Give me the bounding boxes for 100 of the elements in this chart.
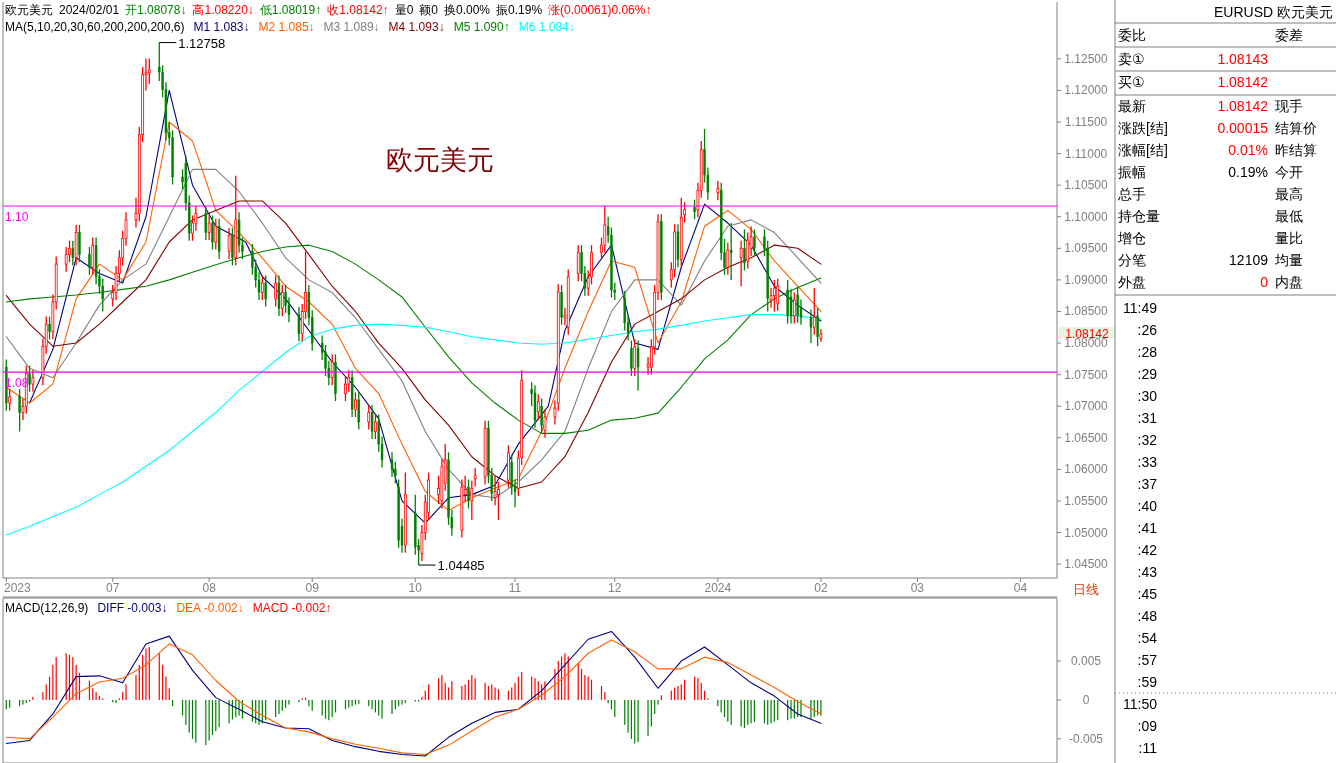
text: 增仓: [1117, 230, 1146, 246]
text: :43: [1137, 564, 1158, 580]
text: :57: [1137, 652, 1158, 668]
text: 现手: [1275, 98, 1303, 114]
x-tick-label: 12: [608, 581, 622, 595]
y-tick-label: 1.04500: [1064, 557, 1109, 572]
candlestick: [264, 274, 267, 308]
y-tick-label: 1.12500: [1064, 51, 1109, 66]
candlestick: [739, 240, 743, 287]
candlestick: [796, 286, 799, 324]
candlestick: [726, 241, 730, 276]
candlestick: [560, 284, 563, 326]
text: 最低: [1275, 208, 1303, 224]
text: 最新: [1118, 98, 1146, 114]
candlestick: [506, 444, 510, 489]
candlestick: [88, 246, 91, 276]
candlestick: [8, 388, 12, 412]
text: 0.00015: [1217, 120, 1269, 136]
candlestick: [274, 274, 278, 308]
text: :40: [1137, 498, 1158, 514]
y-tick-label: 1.11000: [1064, 146, 1108, 161]
x-tick-label: 09: [305, 581, 320, 595]
candlestick: [772, 279, 776, 313]
y-tick-label: 1.06000: [1064, 462, 1109, 477]
y-tick-label: 0.005: [1070, 654, 1102, 669]
candlestick: [776, 277, 780, 312]
y-tick-label: 1.10500: [1064, 178, 1109, 193]
candlestick: [576, 244, 580, 282]
text: :28: [1137, 344, 1158, 360]
y-tick-label: 1.09000: [1064, 272, 1109, 287]
x-tick-label: 2024: [704, 581, 732, 595]
candlestick: [260, 274, 264, 301]
text: M5 1.090↑: [453, 20, 510, 34]
candlestick: [280, 284, 284, 317]
candlestick: [812, 287, 816, 336]
text: 外盘: [1118, 274, 1146, 290]
y-tick-label: 1.12000: [1064, 83, 1109, 98]
candlestick: [467, 478, 470, 510]
candlestick: [729, 222, 733, 281]
text: 涨幅[结]: [1118, 142, 1168, 158]
text: 总手: [1117, 186, 1146, 202]
y-tick-label: 1.09500: [1064, 241, 1109, 256]
y-tick-label: 1.06500: [1064, 430, 1109, 445]
text: 今开: [1275, 164, 1303, 180]
text: :30: [1137, 388, 1158, 404]
text: 持仓量: [1118, 208, 1160, 224]
text: 量比: [1275, 230, 1303, 246]
candlestick: [693, 199, 696, 220]
ref-line-label: 1.10: [5, 210, 29, 224]
candlestick: [367, 404, 371, 431]
text: 买①: [1118, 74, 1145, 90]
candlestick: [357, 391, 360, 431]
text: 卖①: [1118, 51, 1145, 67]
text: 0: [1260, 274, 1269, 290]
text: 分笔: [1118, 252, 1146, 268]
candlestick: [792, 291, 796, 325]
text: :33: [1137, 454, 1158, 470]
text: 最高: [1275, 186, 1303, 202]
text: 欧元美元 2024/02/01 开1.08078↓ 高1.08220↓ 低1.08019↑ 收1.08142↑ 量0 额0 换0.00% 振0.19% 涨(0.00061)0.06%↑: [5, 3, 652, 17]
annotation: 1.12758: [178, 35, 226, 51]
candlestick: [91, 236, 95, 276]
candlestick: [789, 288, 793, 325]
candlestick: [334, 353, 337, 402]
text: 委差: [1275, 27, 1303, 43]
candlestick: [809, 308, 813, 344]
text: :54: [1137, 630, 1158, 646]
candlestick: [18, 388, 21, 433]
candlestick: [207, 214, 211, 241]
text: 结算价: [1275, 120, 1317, 136]
candlestick: [370, 404, 374, 440]
x-tick-label: 07: [106, 581, 120, 595]
y-tick-label: 1.05000: [1064, 525, 1109, 540]
text: :31: [1137, 410, 1158, 426]
text: 1.08143: [1217, 51, 1269, 67]
y-tick-label: 1.10000: [1064, 209, 1109, 224]
x-tick-label: 03: [910, 581, 925, 595]
text: :42: [1137, 542, 1158, 558]
x-tick-label: 10: [408, 581, 423, 595]
text: :37: [1137, 476, 1158, 492]
candlestick: [373, 413, 377, 440]
text: :26: [1137, 322, 1158, 338]
text: :59: [1137, 674, 1158, 690]
x-tick-label: 2023: [4, 581, 32, 595]
series-label: DIFF -0.003↓: [97, 601, 168, 615]
candlestick: [816, 307, 819, 347]
y-tick-label: 1.07500: [1064, 367, 1109, 382]
candlestick: [28, 365, 31, 393]
candlestick: [71, 240, 75, 267]
text: :48: [1137, 608, 1158, 624]
text: 内盘: [1275, 274, 1303, 290]
text: :32: [1137, 432, 1158, 448]
text: M2 1.085↓: [258, 20, 315, 34]
x-tick-label: 11: [508, 581, 522, 595]
candlestick: [204, 205, 208, 241]
x-tick-label: 02: [814, 581, 828, 595]
text: 涨跌[结]: [1118, 120, 1168, 136]
candlestick: [48, 315, 51, 340]
candlestick: [297, 306, 301, 342]
text: 昨结算: [1275, 142, 1317, 158]
text: :09: [1137, 718, 1158, 734]
